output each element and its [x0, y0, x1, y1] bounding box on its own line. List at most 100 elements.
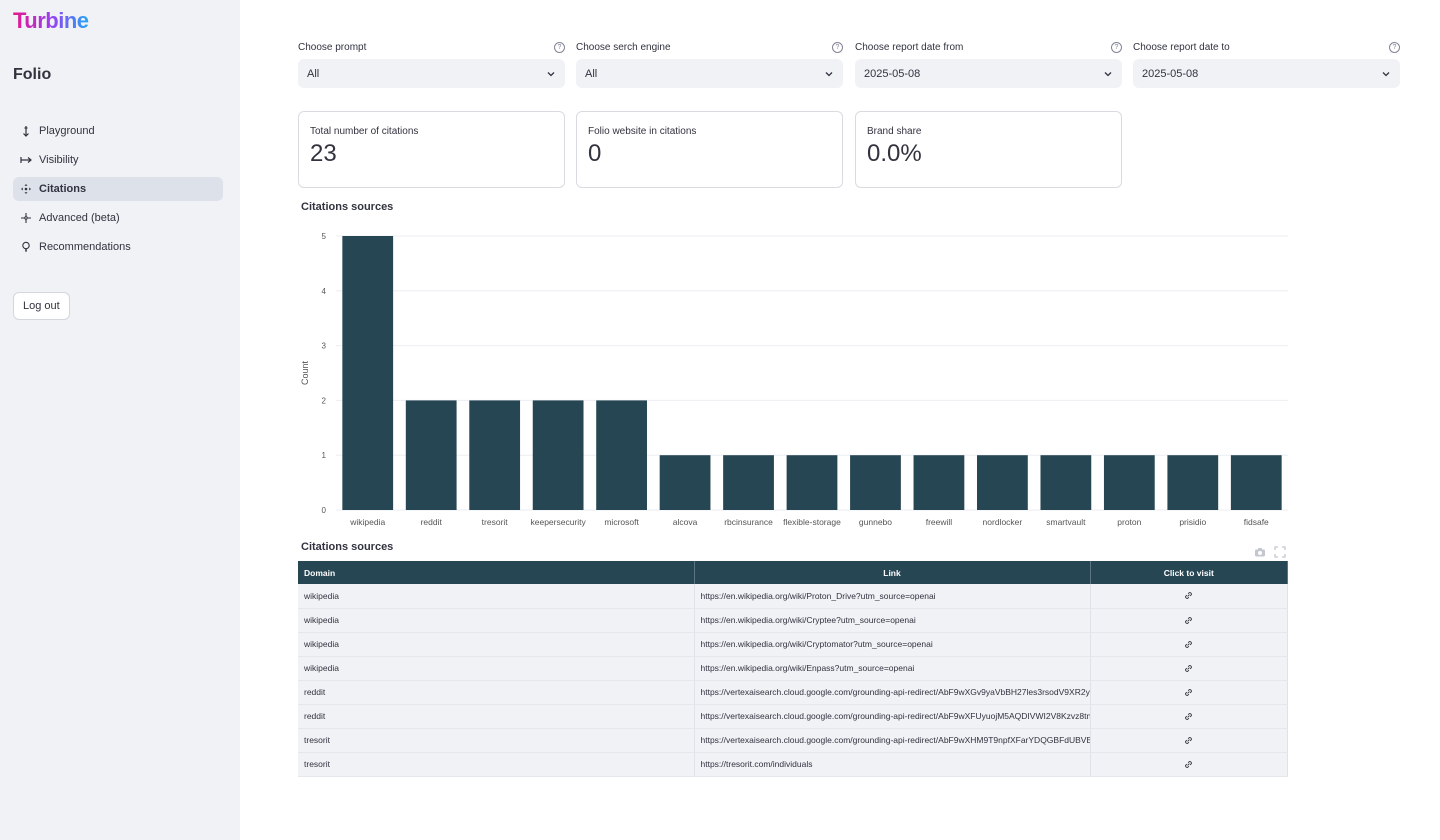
cell-visit	[1090, 680, 1288, 705]
y-tick-label: 5	[322, 232, 327, 241]
chevron-down-icon	[547, 71, 555, 76]
cell-visit	[1090, 608, 1288, 633]
select-value: All	[585, 67, 598, 80]
logout-button[interactable]: Log out	[13, 292, 70, 320]
column-header-link[interactable]: Link	[694, 561, 1091, 584]
table-row: reddit https://vertexaisearch.cloud.googl…	[298, 680, 1288, 705]
metric-value: 23	[310, 140, 337, 167]
cell-domain: tresorit	[298, 752, 695, 777]
x-tick-label: proton	[1117, 517, 1141, 527]
filter-label: Choose serch engine	[576, 41, 671, 53]
sidebar-item-visibility[interactable]: Visibility	[13, 148, 223, 172]
date-from-select[interactable]: 2025-05-08	[855, 59, 1122, 88]
bar-smartvault	[1040, 455, 1092, 510]
metric-label: Brand share	[867, 126, 922, 137]
bar-freewill	[913, 455, 965, 510]
link-icon[interactable]	[1183, 759, 1194, 770]
fullscreen-icon[interactable]	[1274, 546, 1286, 558]
link-icon[interactable]	[1183, 615, 1194, 626]
column-header-visit[interactable]: Click to visit	[1090, 561, 1288, 584]
link-icon[interactable]	[1183, 735, 1194, 746]
link-icon[interactable]	[1183, 711, 1194, 722]
sidebar-nav: Playground Visibility Citations Advanced…	[13, 119, 223, 264]
bar-microsoft	[596, 400, 647, 510]
bar-fidsafe	[1230, 455, 1282, 510]
cell-visit	[1090, 584, 1288, 609]
bar-gunnebo	[850, 455, 901, 510]
x-tick-label: prisidio	[1179, 517, 1206, 527]
sidebar-item-advanced[interactable]: Advanced (beta)	[13, 206, 223, 230]
date-to-select[interactable]: 2025-05-08	[1133, 59, 1400, 88]
link-icon[interactable]	[1183, 590, 1194, 601]
x-tick-label: flexible-storage	[783, 517, 841, 527]
sidebar-item-citations[interactable]: Citations	[13, 177, 223, 201]
bar-rbcinsurance	[723, 455, 774, 510]
filter-label: Choose report date from	[855, 41, 964, 53]
cell-link: https://en.wikipedia.org/wiki/Cryptee?ut…	[694, 608, 1091, 633]
bar-keepersecurity	[532, 400, 584, 510]
date-from-filter: Choose report date from? 2025-05-08	[855, 40, 1122, 88]
citations-bar-chart: 0 1 2 3 4 5 Count wikipedia reddit tresorit keeper…	[300, 232, 1288, 527]
search-engine-select[interactable]: All	[576, 59, 843, 88]
x-tick-label: nordlocker	[983, 517, 1023, 527]
metric-card-brand-share: Brand share 0.0%	[855, 111, 1122, 188]
bar-proton	[1103, 455, 1155, 510]
bar-nordlocker	[977, 455, 1028, 510]
cell-domain: tresorit	[298, 728, 695, 753]
metric-value: 0	[588, 140, 602, 167]
table-row: reddit https://vertexaisearch.cloud.googl…	[298, 704, 1288, 729]
bar-alcova	[659, 455, 711, 510]
table-row: wikipedia https://en.wikipedia.org/wiki/C…	[298, 608, 1288, 633]
prompt-select[interactable]: All	[298, 59, 565, 88]
date-to-filter: Choose report date to? 2025-05-08	[1133, 40, 1400, 88]
help-icon[interactable]: ?	[1389, 41, 1400, 53]
sidebar-item-recommendations[interactable]: Recommendations	[13, 235, 223, 259]
bar-reddit	[405, 400, 457, 510]
help-icon[interactable]: ?	[832, 41, 843, 53]
y-tick-label: 1	[322, 451, 327, 460]
cell-domain: wikipedia	[298, 584, 695, 609]
table-row: tresorit https://tresorit.com/individuals	[298, 752, 1288, 777]
playground-icon	[19, 124, 33, 138]
chevron-down-icon	[825, 71, 833, 76]
cell-domain: wikipedia	[298, 656, 695, 681]
cell-domain: reddit	[298, 680, 695, 705]
cell-link: https://en.wikipedia.org/wiki/Enpass?utm…	[694, 656, 1091, 681]
link-icon[interactable]	[1183, 663, 1194, 674]
cell-domain: wikipedia	[298, 632, 695, 657]
table-row: wikipedia https://en.wikipedia.org/wiki/C…	[298, 632, 1288, 657]
table-toolbar	[1254, 546, 1286, 558]
x-tick-label: keepersecurity	[530, 517, 586, 527]
sidebar-item-label: Visibility	[39, 154, 79, 166]
table-row: wikipedia https://en.wikipedia.org/wiki/P…	[298, 584, 1288, 609]
cell-visit	[1090, 656, 1288, 681]
sidebar-item-playground[interactable]: Playground	[13, 119, 223, 143]
link-icon[interactable]	[1183, 639, 1194, 650]
metric-value: 0.0%	[867, 140, 922, 167]
x-tick-label: wikipedia	[349, 517, 385, 527]
sidebar-item-label: Citations	[39, 183, 87, 195]
table-header-row: Domain Link Click to visit	[298, 561, 1288, 584]
column-header-domain[interactable]: Domain	[298, 561, 695, 584]
cell-visit	[1090, 752, 1288, 777]
sidebar-item-label: Advanced (beta)	[39, 212, 120, 224]
chevron-down-icon	[1104, 71, 1112, 76]
chart-section-title: Citations sources	[301, 201, 394, 213]
y-tick-label: 4	[322, 287, 327, 296]
cell-visit	[1090, 728, 1288, 753]
advanced-icon	[19, 211, 33, 225]
cell-link: https://vertexaisearch.cloud.google.com/…	[694, 704, 1091, 729]
x-tick-label: reddit	[421, 517, 443, 527]
select-value: 2025-05-08	[1142, 67, 1199, 80]
bar-tresorit	[469, 400, 521, 510]
x-tick-label: gunnebo	[859, 517, 892, 527]
x-tick-label: alcova	[673, 517, 698, 527]
help-icon[interactable]: ?	[1111, 41, 1122, 53]
camera-icon[interactable]	[1254, 546, 1266, 558]
cell-link: https://vertexaisearch.cloud.google.com/…	[694, 680, 1091, 705]
link-icon[interactable]	[1183, 687, 1194, 698]
help-icon[interactable]: ?	[554, 41, 565, 53]
metric-label: Folio website in citations	[588, 126, 697, 137]
y-tick-label: 3	[322, 342, 327, 351]
cell-domain: reddit	[298, 704, 695, 729]
